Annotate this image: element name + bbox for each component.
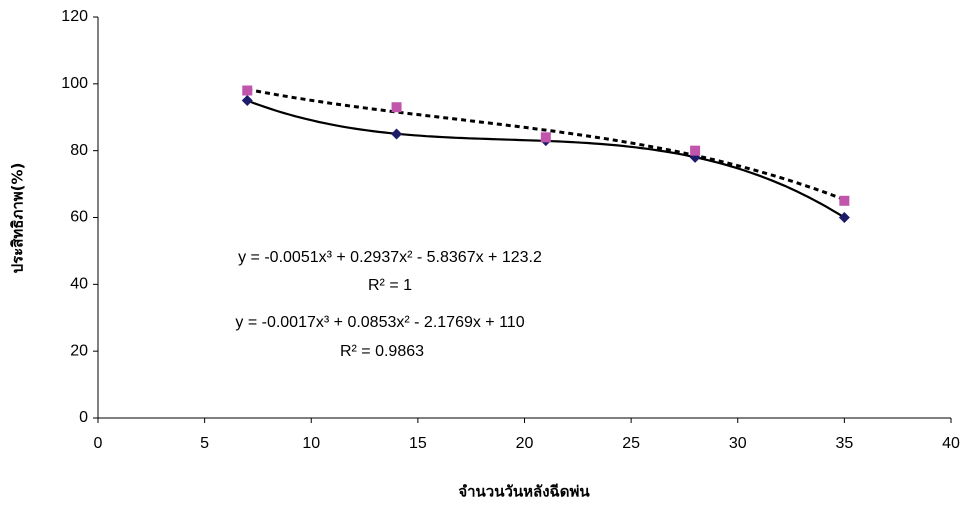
y-tick-label: 0 [79, 409, 88, 426]
marker [242, 95, 253, 106]
annotation: R² = 0.9863 [340, 343, 424, 360]
x-axis-label: จำนวนวันหลังฉีดพ่น [458, 483, 590, 501]
x-tick-label: 10 [302, 435, 320, 452]
marker [391, 128, 402, 139]
marker [839, 212, 850, 223]
marker [690, 146, 700, 156]
y-tick-label: 40 [70, 276, 88, 293]
marker [392, 102, 402, 112]
x-tick-label: 5 [200, 435, 209, 452]
y-tick-label: 80 [70, 142, 88, 159]
x-tick-label: 30 [729, 435, 747, 452]
x-tick-label: 25 [622, 435, 640, 452]
x-tick-label: 40 [942, 435, 960, 452]
annotation: y = -0.0017x³ + 0.0853x² - 2.1769x + 110 [235, 314, 524, 331]
y-tick-label: 120 [61, 8, 88, 25]
annotation: y = -0.0051x³ + 0.2937x² - 5.8367x + 123… [238, 249, 542, 266]
chart: จำนวนวันหลังฉีดพ่น ประสิทธิภาพ(%) y = -0… [0, 0, 967, 509]
y-tick-label: 20 [70, 342, 88, 359]
x-tick-label: 35 [835, 435, 853, 452]
x-tick-label: 20 [516, 435, 534, 452]
marker [242, 86, 252, 96]
x-tick-label: 0 [94, 435, 103, 452]
y-tick-label: 60 [70, 209, 88, 226]
marker [839, 196, 849, 206]
y-tick-label: 100 [61, 75, 88, 92]
y-axis-label: ประสิทธิภาพ(%) [9, 163, 27, 274]
x-tick-label: 15 [409, 435, 427, 452]
annotation: R² = 1 [368, 277, 412, 294]
trendline [247, 101, 844, 218]
marker [541, 132, 551, 142]
